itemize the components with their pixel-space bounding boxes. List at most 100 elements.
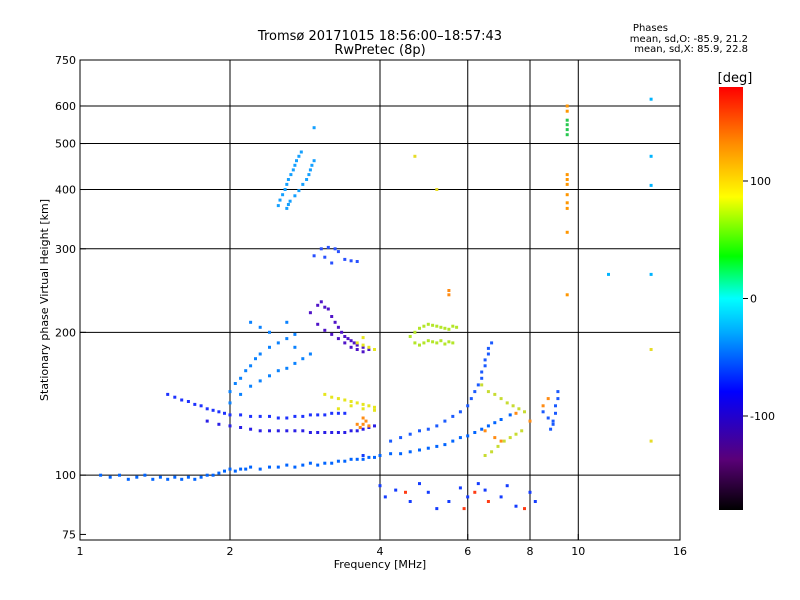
data-point — [239, 467, 243, 471]
data-point — [316, 431, 320, 434]
data-point — [511, 404, 515, 408]
data-point — [373, 405, 376, 409]
data-point — [546, 397, 550, 401]
data-point — [565, 230, 569, 234]
data-points — [99, 97, 653, 511]
chart-subtitle: RwPretec (8p) — [334, 43, 425, 58]
data-point — [228, 401, 232, 405]
data-point — [310, 163, 314, 167]
data-point — [349, 345, 353, 349]
data-point — [480, 370, 484, 374]
data-point — [301, 182, 305, 186]
data-point — [193, 477, 197, 481]
data-point — [408, 432, 412, 436]
data-point — [289, 173, 293, 177]
data-point — [551, 419, 555, 423]
data-point — [330, 261, 334, 265]
data-point — [443, 443, 447, 447]
data-point — [439, 339, 443, 343]
data-point — [254, 357, 257, 361]
data-point — [285, 182, 289, 186]
data-point — [293, 332, 297, 336]
data-point — [249, 414, 253, 418]
data-point — [476, 482, 480, 486]
data-point — [435, 424, 439, 428]
data-point — [554, 404, 557, 408]
data-point — [99, 473, 103, 477]
data-point — [480, 427, 484, 431]
data-point — [312, 159, 316, 163]
data-point — [118, 473, 121, 477]
data-point — [473, 390, 477, 394]
data-point — [361, 427, 365, 431]
data-point — [217, 422, 221, 426]
data-point — [186, 475, 190, 479]
data-point — [373, 408, 376, 412]
data-point — [541, 404, 545, 408]
data-point — [549, 427, 553, 431]
data-point — [483, 429, 487, 433]
data-point — [349, 457, 353, 461]
data-point — [268, 414, 271, 418]
data-point — [565, 182, 569, 186]
data-point — [556, 397, 560, 401]
phase-stats-x: mean, sd,X: 85.9, 22.8 — [634, 44, 748, 55]
data-point — [355, 260, 359, 263]
data-point — [505, 401, 509, 405]
data-point — [565, 128, 569, 132]
data-point — [476, 383, 480, 387]
phase-stats: Phases mean, sd,O: -85.9, 21.2 mean, sd,… — [630, 23, 748, 55]
x-tick-label: 8 — [527, 545, 534, 558]
data-point — [431, 323, 435, 327]
data-point — [649, 154, 653, 158]
data-point — [426, 322, 430, 326]
data-point — [291, 168, 295, 172]
data-point — [349, 400, 353, 403]
data-point — [180, 398, 184, 402]
y-tick-label: 600 — [55, 100, 76, 113]
data-point — [349, 259, 353, 263]
data-point — [389, 439, 393, 443]
data-point — [285, 463, 289, 467]
data-point — [541, 410, 545, 414]
data-point — [285, 366, 289, 370]
data-point — [493, 421, 497, 425]
data-point — [312, 126, 316, 130]
data-point — [330, 395, 334, 399]
x-tick-label: 1 — [77, 545, 84, 558]
data-point — [499, 439, 503, 443]
data-point — [447, 340, 451, 344]
data-point — [308, 168, 312, 172]
data-point — [443, 342, 447, 346]
data-point — [361, 407, 365, 411]
data-point — [285, 429, 289, 433]
data-point — [451, 341, 455, 345]
phase-stats-title: Phases — [633, 23, 668, 34]
data-point — [293, 194, 297, 198]
data-point — [514, 432, 518, 436]
data-point — [546, 416, 550, 420]
data-point — [443, 419, 447, 423]
data-point — [268, 345, 271, 349]
data-point — [293, 465, 297, 469]
data-point — [508, 413, 512, 417]
data-point — [258, 325, 262, 329]
data-point — [316, 303, 320, 307]
x-tick-label: 4 — [377, 545, 384, 558]
data-point — [293, 361, 297, 365]
data-point — [217, 471, 221, 475]
data-point — [217, 410, 221, 414]
data-point — [399, 436, 403, 440]
data-point — [649, 97, 653, 101]
data-point — [151, 477, 155, 481]
data-point — [158, 475, 162, 479]
data-point — [340, 330, 344, 334]
data-point — [308, 413, 312, 417]
data-point — [258, 379, 262, 383]
data-point — [499, 397, 503, 401]
data-point — [565, 201, 569, 205]
data-point — [458, 410, 462, 414]
data-point — [505, 484, 509, 488]
y-tick-label: 100 — [55, 469, 76, 482]
data-point — [276, 369, 280, 373]
